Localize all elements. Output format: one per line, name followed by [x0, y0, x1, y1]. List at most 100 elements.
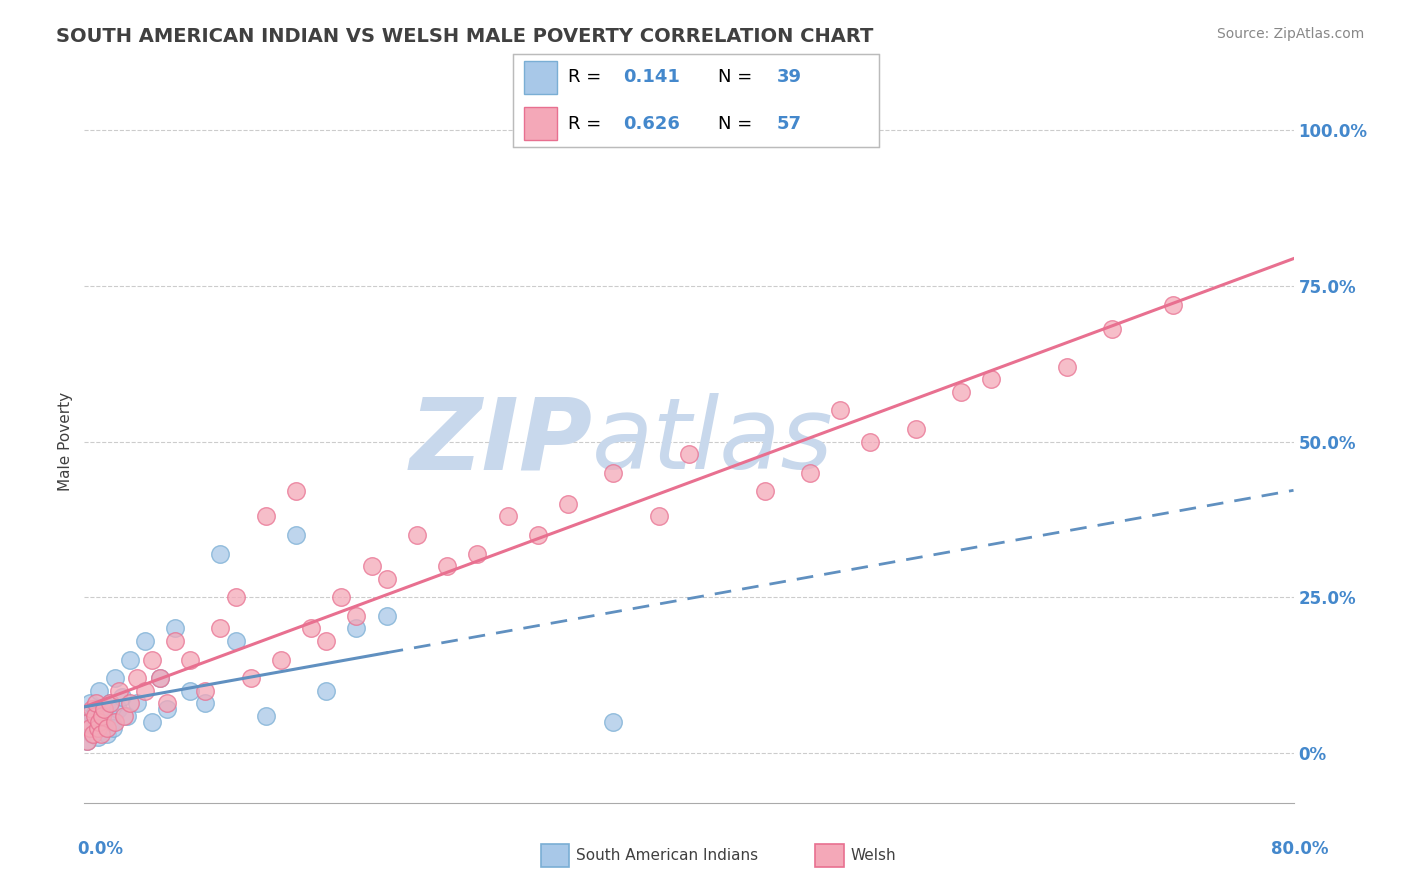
Point [79, 721, 101, 735]
Point [89, 714, 111, 729]
Point [859, 434, 882, 449]
Text: SOUTH AMERICAN INDIAN VS WELSH MALE POVERTY CORRELATION CHART: SOUTH AMERICAN INDIAN VS WELSH MALE POVE… [56, 27, 873, 45]
Point [87, 731, 110, 745]
Point [156, 696, 179, 710]
Text: Source: ZipAtlas.com: Source: ZipAtlas.com [1216, 27, 1364, 41]
Point [97, 708, 120, 723]
Text: 80.0%: 80.0% [1271, 840, 1329, 858]
Point [134, 683, 156, 698]
Point [104, 671, 127, 685]
Text: ZIP: ZIP [409, 393, 592, 490]
Point [602, 714, 624, 729]
Point [950, 384, 973, 399]
Point [346, 621, 368, 635]
Text: N =: N = [718, 68, 758, 86]
Point [76, 733, 98, 747]
Point [1101, 322, 1123, 336]
Point [270, 652, 292, 666]
Point [209, 547, 232, 561]
Point [111, 690, 134, 704]
Point [330, 591, 353, 605]
Point [527, 528, 550, 542]
Point [115, 708, 138, 723]
Point [141, 714, 163, 729]
Point [89, 683, 111, 698]
Point [225, 591, 247, 605]
Point [754, 484, 776, 499]
Point [467, 547, 489, 561]
Text: Welsh: Welsh [851, 848, 896, 863]
Point [87, 721, 110, 735]
Point [79, 696, 101, 710]
Point [436, 559, 458, 574]
Point [84, 721, 107, 735]
Point [285, 528, 308, 542]
Point [648, 509, 671, 524]
Point [602, 466, 624, 480]
Point [134, 633, 156, 648]
Point [118, 696, 141, 710]
Point [156, 702, 179, 716]
Point [96, 727, 118, 741]
Point [285, 484, 308, 499]
Point [1056, 359, 1078, 374]
Text: 39: 39 [776, 68, 801, 86]
Point [127, 696, 149, 710]
Text: 57: 57 [776, 115, 801, 133]
Point [179, 652, 201, 666]
Point [93, 718, 115, 732]
Point [360, 559, 382, 574]
Text: 0.141: 0.141 [623, 68, 679, 86]
Point [799, 466, 821, 480]
Point [112, 708, 135, 723]
Text: 0.626: 0.626 [623, 115, 679, 133]
Point [678, 447, 700, 461]
Point [98, 696, 121, 710]
Text: R =: R = [568, 68, 607, 86]
Point [209, 621, 232, 635]
Text: 0.0%: 0.0% [77, 840, 124, 858]
Point [76, 733, 98, 747]
Point [107, 702, 129, 716]
Point [225, 633, 247, 648]
Point [496, 509, 519, 524]
Point [149, 671, 172, 685]
Point [315, 633, 337, 648]
Point [830, 403, 852, 417]
Point [194, 683, 217, 698]
Point [93, 702, 115, 716]
Point [91, 708, 114, 723]
Bar [524, 61, 557, 94]
Point [904, 422, 927, 436]
Point [98, 696, 121, 710]
Point [299, 621, 322, 635]
Point [179, 683, 201, 698]
Point [77, 714, 100, 729]
Point [165, 633, 187, 648]
Point [90, 724, 112, 739]
Point [80, 727, 103, 741]
Point [82, 708, 104, 723]
Point [94, 699, 117, 714]
Point [375, 572, 398, 586]
Point [194, 696, 217, 710]
Point [254, 708, 277, 723]
Point [406, 528, 429, 542]
Point [375, 609, 398, 624]
Text: atlas: atlas [592, 393, 834, 490]
Point [108, 683, 131, 698]
Point [86, 702, 108, 716]
Point [118, 652, 141, 666]
Text: R =: R = [568, 115, 607, 133]
Point [80, 702, 103, 716]
Point [101, 721, 124, 735]
Point [254, 509, 277, 524]
Text: South American Indians: South American Indians [576, 848, 759, 863]
Point [557, 497, 579, 511]
Point [346, 609, 368, 624]
Point [100, 714, 122, 729]
Bar [524, 107, 557, 140]
Point [84, 708, 107, 723]
Point [239, 671, 262, 685]
Point [149, 671, 172, 685]
